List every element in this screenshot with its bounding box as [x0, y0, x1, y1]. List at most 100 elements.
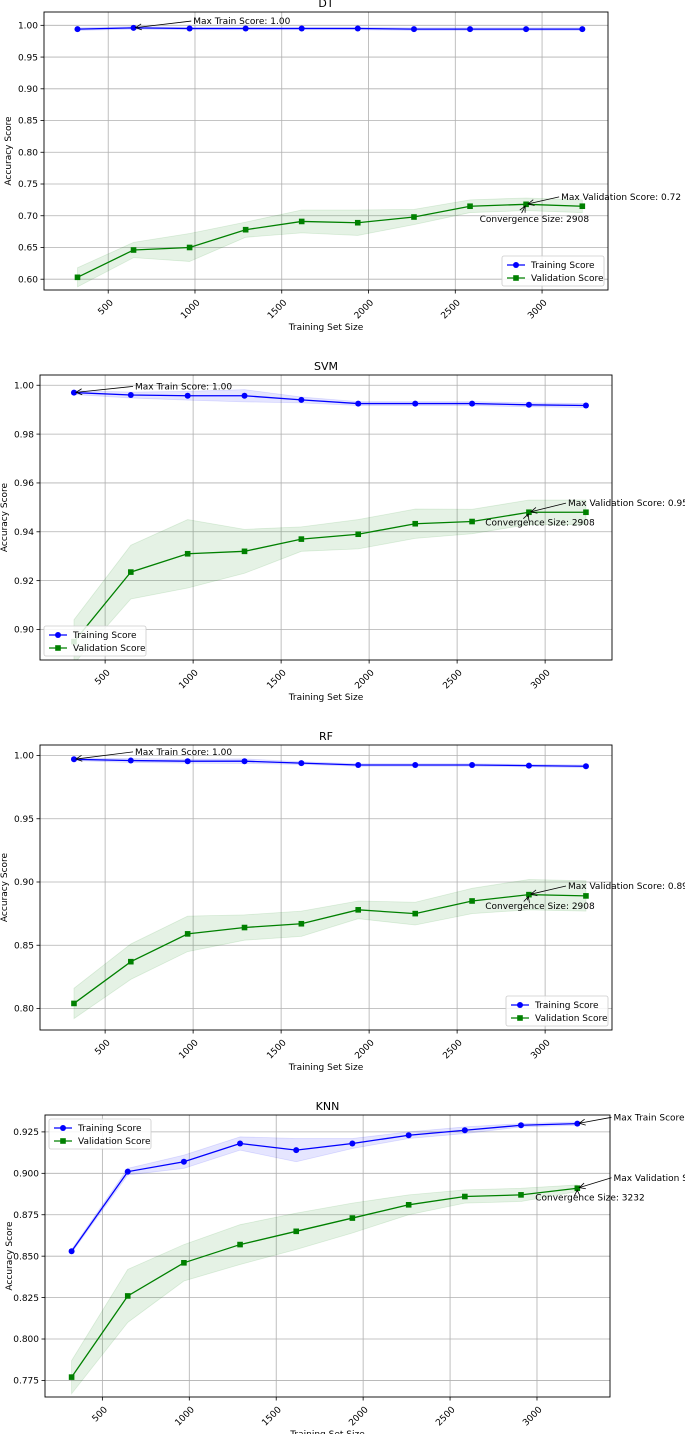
data-point-training	[293, 1147, 300, 1154]
y-tick-label: 1.00	[18, 22, 38, 32]
data-point-training	[184, 758, 191, 765]
data-point-training	[184, 392, 191, 399]
data-point-validation	[68, 1374, 75, 1380]
y-tick-label: 0.90	[14, 626, 34, 636]
annotation-arrow	[75, 386, 134, 393]
annotation-label: Convergence Size: 2908	[485, 519, 595, 529]
data-point-training	[582, 763, 589, 770]
data-point-training	[298, 396, 305, 403]
x-tick-label: 500	[91, 1405, 110, 1424]
y-tick-label: 0.825	[13, 1294, 39, 1304]
data-point-validation	[128, 958, 134, 965]
data-point-validation	[462, 1193, 468, 1200]
y-tick-label: 0.80	[18, 148, 38, 158]
data-point-training	[517, 1122, 524, 1129]
data-point-training	[298, 25, 305, 32]
data-point-training	[469, 400, 476, 407]
data-point-validation	[241, 924, 248, 931]
data-point-validation	[298, 536, 305, 542]
data-point-training	[582, 402, 589, 409]
x-tick-label: 500	[97, 298, 116, 317]
x-tick-label: 2500	[441, 1038, 464, 1061]
data-point-training	[74, 26, 81, 33]
legend-label-validation: Validation Score	[535, 1014, 608, 1024]
legend-frame	[48, 1118, 152, 1150]
x-tick-label: 3000	[521, 1405, 544, 1428]
x-tick-label: 1000	[177, 1038, 200, 1061]
confidence-band-training	[73, 757, 587, 768]
data-point-training	[412, 400, 419, 407]
data-point-validation	[124, 1293, 131, 1299]
y-tick-label: 0.90	[18, 85, 38, 95]
data-point-training	[525, 762, 532, 769]
legend: Training Score Validation Score	[505, 995, 609, 1027]
y-tick-label: 0.925	[13, 1128, 39, 1138]
y-tick-label: 1.00	[14, 752, 34, 762]
annotation-arrow	[530, 885, 567, 895]
data-point-training	[70, 756, 77, 763]
y-tick-label: 0.94	[14, 528, 34, 538]
annotation-label: Max Validation Score: 0.89	[613, 1174, 685, 1184]
x-axis-label: Training Set Size	[289, 1430, 365, 1434]
x-tick-label: 2000	[353, 298, 376, 321]
annotation-arrowhead	[75, 754, 83, 762]
x-tick-label: 1500	[265, 668, 288, 691]
y-tick-label: 0.95	[18, 53, 38, 63]
y-tick-label: 0.65	[18, 244, 38, 254]
data-point-training	[124, 1168, 131, 1175]
data-point-training	[237, 1140, 244, 1147]
data-point-validation	[412, 520, 419, 527]
legend-label-validation: Validation Score	[73, 644, 146, 654]
y-axis-label: Accuracy Score	[4, 116, 14, 186]
plot-area	[77, 26, 583, 288]
data-point-training	[186, 25, 193, 32]
data-point-validation	[184, 550, 191, 557]
data-point-validation	[405, 1202, 412, 1208]
x-axis-label: Training Set Size	[288, 323, 364, 333]
data-point-training	[405, 1132, 412, 1139]
x-tick-label: 500	[93, 1038, 112, 1057]
data-point-training	[461, 1127, 468, 1134]
data-point-training	[579, 26, 586, 33]
annotation-arrowhead	[578, 1118, 586, 1126]
data-point-validation	[583, 893, 589, 899]
legend-label-training: Training Score	[77, 1124, 142, 1134]
x-tick-label: 3000	[529, 668, 552, 691]
annotation-arrowhead	[530, 507, 538, 514]
y-axis-label: Accuracy Score	[0, 852, 10, 922]
annotation-label: Convergence Size: 2908	[485, 902, 595, 912]
x-axis-label: Training Set Size	[288, 693, 364, 703]
annotation-arrow	[579, 1116, 612, 1124]
x-tick-label: 1500	[260, 1405, 283, 1428]
x-tick-label: 1000	[177, 668, 200, 691]
x-tick-label: 1500	[266, 298, 289, 321]
legend-label-validation: Validation Score	[78, 1137, 151, 1147]
data-point-training	[180, 1158, 187, 1165]
legend-marker-training	[55, 632, 61, 638]
annotation-arrowhead	[519, 205, 526, 213]
annotation-label: Max Validation Score: 0.89	[568, 882, 685, 892]
y-tick-label: 0.800	[13, 1335, 39, 1345]
data-point-validation	[579, 203, 586, 210]
y-tick-label: 0.96	[14, 479, 34, 489]
data-point-training	[127, 757, 134, 764]
y-tick-label: 0.75	[18, 180, 38, 190]
chart-title: DT	[318, 0, 333, 10]
y-tick-label: 0.85	[18, 117, 38, 127]
data-point-validation	[128, 569, 134, 575]
legend: Training Score Validation Score	[43, 625, 147, 657]
y-tick-label: 0.95	[14, 815, 34, 825]
data-point-training	[574, 1120, 581, 1127]
data-point-training	[127, 392, 134, 399]
data-point-validation	[298, 920, 305, 927]
series-line-training	[77, 27, 583, 30]
x-tick-label: 1500	[265, 1038, 288, 1061]
legend-marker-validation	[60, 1138, 66, 1144]
data-point-validation	[241, 548, 248, 555]
y-tick-label: 0.70	[18, 212, 38, 222]
legend-label-validation: Validation Score	[531, 274, 604, 284]
data-point-training	[241, 758, 248, 765]
data-point-training	[298, 760, 305, 767]
y-tick-label: 0.85	[14, 941, 34, 951]
data-point-validation	[71, 1000, 77, 1007]
